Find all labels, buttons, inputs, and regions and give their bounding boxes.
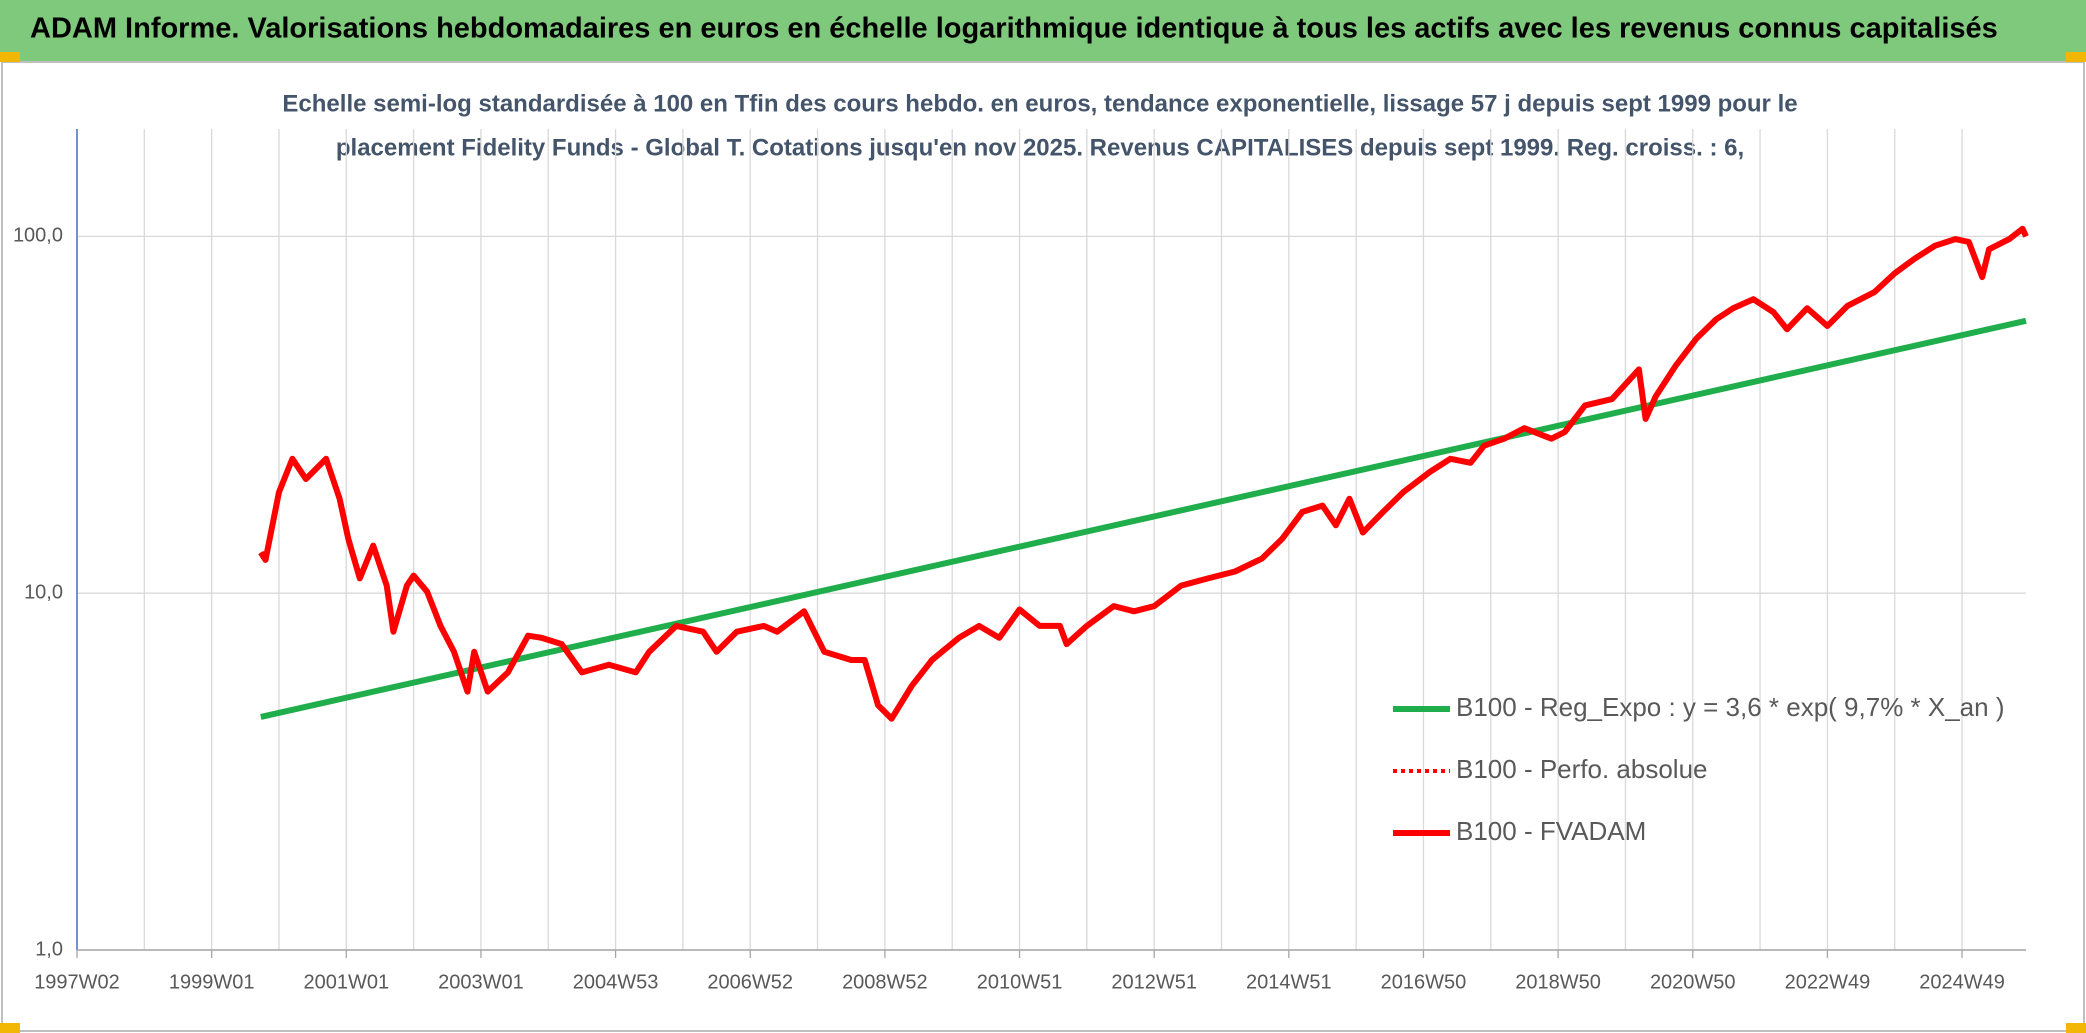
x-tick-label: 2003W01 bbox=[438, 971, 524, 993]
grid: 1,0 10,0 100,0 1997W02 1999W01 2001W01 2003W01… bbox=[13, 129, 2026, 993]
corner-mark bbox=[2066, 1023, 2086, 1033]
x-tick-label: 2012W51 bbox=[1111, 971, 1197, 993]
x-tick-label: 2008W52 bbox=[842, 971, 928, 993]
legend-label: B100 - Reg_Expo : y = 3,6 * exp( 9,7% * … bbox=[1456, 692, 2005, 722]
legend: B100 - Reg_Expo : y = 3,6 * exp( 9,7% * … bbox=[1393, 692, 2005, 846]
title-bar bbox=[0, 0, 2086, 62]
x-tick-label: 2001W01 bbox=[303, 971, 389, 993]
chart-subtitle: placement Fidelity Funds - Global T. Cot… bbox=[336, 134, 1744, 161]
x-tick-label: 2024W49 bbox=[1919, 971, 2005, 993]
x-tick-label: 2004W53 bbox=[573, 971, 659, 993]
plot bbox=[258, 225, 2029, 722]
corner-mark bbox=[0, 52, 20, 62]
x-tick-label: 2018W50 bbox=[1515, 971, 1601, 993]
series-line bbox=[258, 225, 2029, 722]
x-tick-label: 2022W49 bbox=[1785, 971, 1871, 993]
legend-label: B100 - FVADAM bbox=[1456, 816, 1646, 846]
chart-title: ADAM Informe. Valorisations hebdomadaire… bbox=[30, 13, 1998, 45]
y-tick-label: 1,0 bbox=[35, 938, 63, 960]
x-tick-label: 2010W51 bbox=[977, 971, 1063, 993]
x-tick-label: 2016W50 bbox=[1381, 971, 1467, 993]
x-tick-label: 1997W02 bbox=[34, 971, 120, 993]
corner-mark bbox=[2066, 52, 2086, 62]
y-tick-label: 100,0 bbox=[13, 225, 63, 247]
x-tick-label: 2014W51 bbox=[1246, 971, 1332, 993]
x-tick-label: 2020W50 bbox=[1650, 971, 1736, 993]
series-line bbox=[260, 317, 2027, 720]
x-tick-label: 2006W52 bbox=[707, 971, 793, 993]
y-tick-label: 10,0 bbox=[24, 581, 63, 603]
x-tick-label: 1999W01 bbox=[169, 971, 255, 993]
chart-subtitle: Echelle semi-log standardisée à 100 en T… bbox=[282, 90, 1797, 117]
legend-label: B100 - Perfo. absolue bbox=[1456, 754, 1708, 784]
chart-frame bbox=[1, 61, 2085, 1032]
corner-mark bbox=[0, 1023, 20, 1033]
